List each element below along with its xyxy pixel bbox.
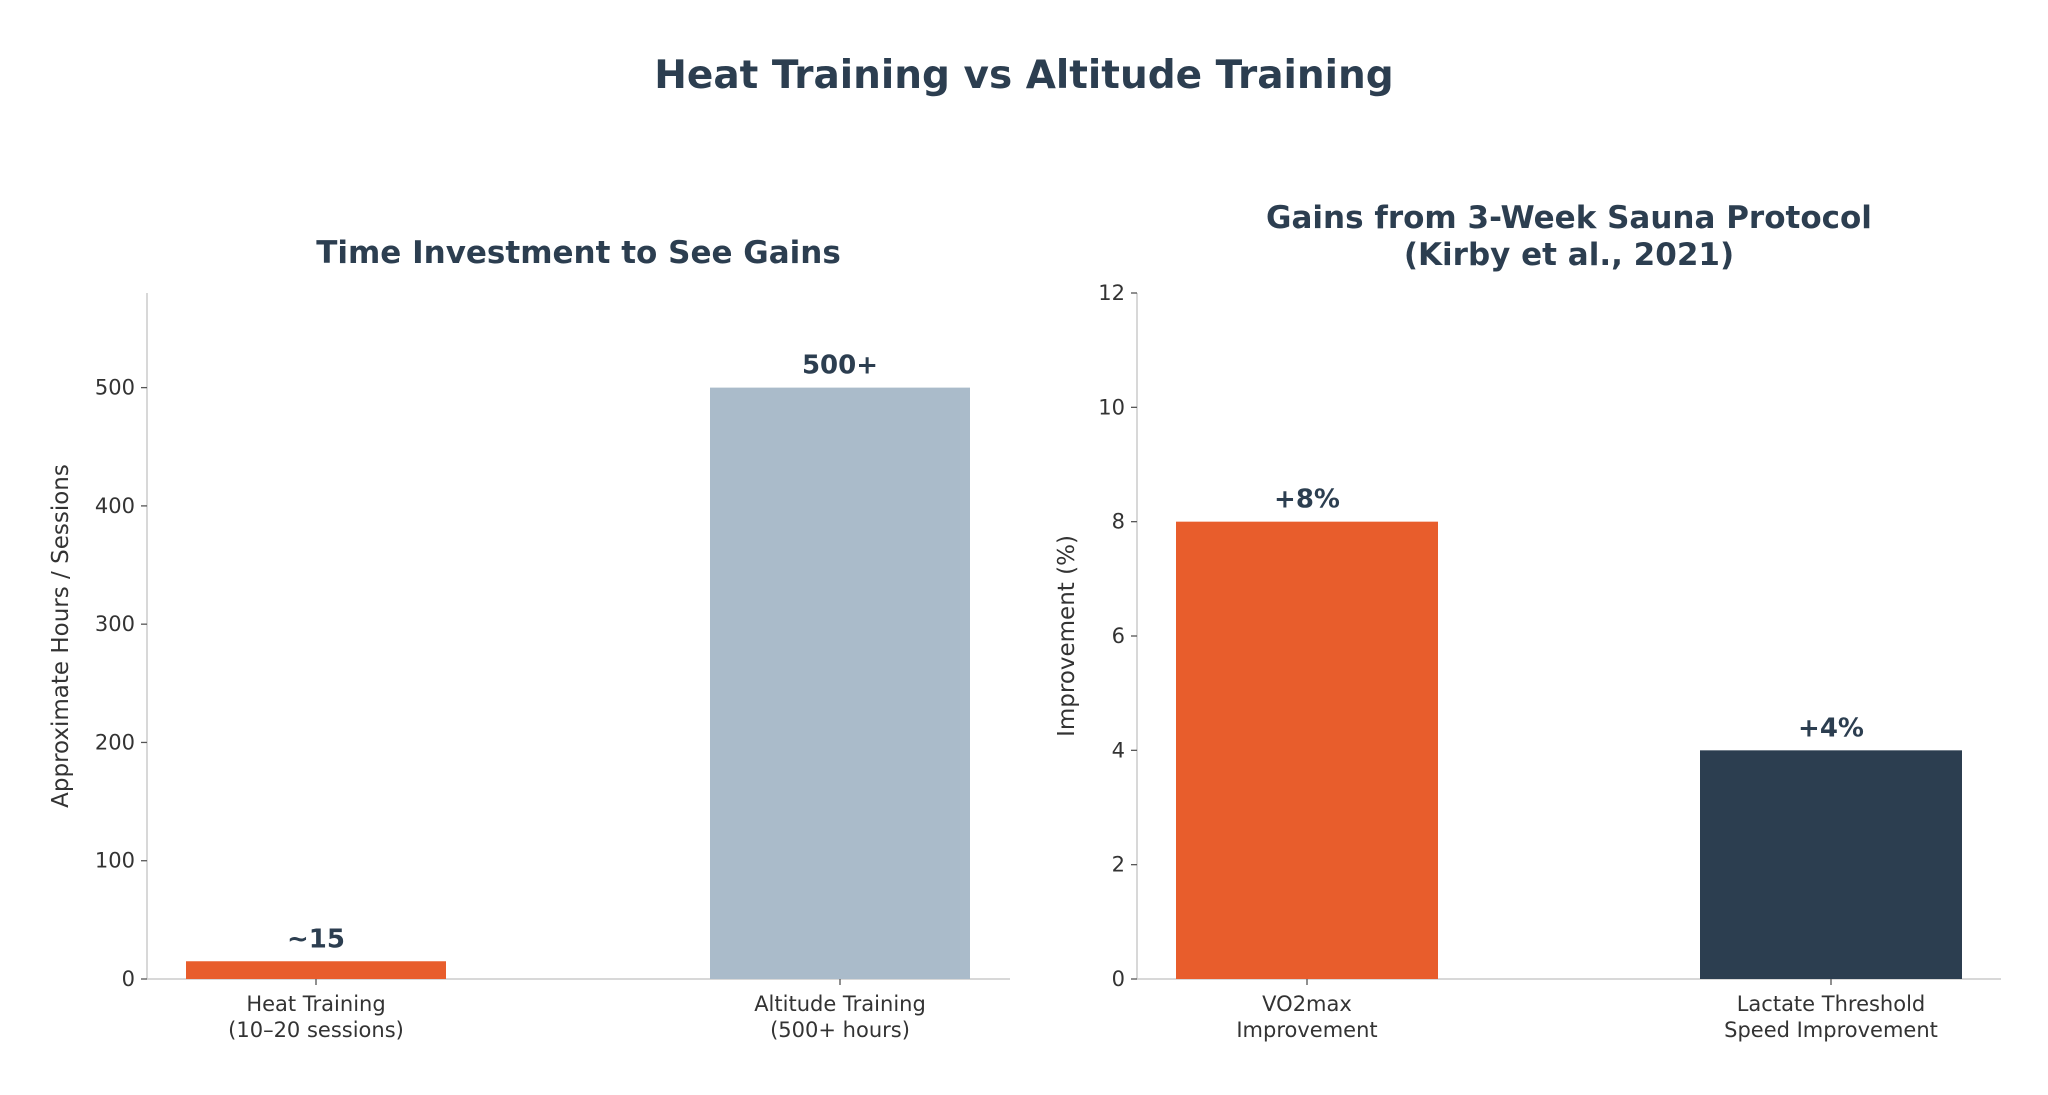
y-tick-label: 100 xyxy=(95,849,135,873)
y-tick-label: 300 xyxy=(95,612,135,636)
y-tick-label: 200 xyxy=(95,730,135,754)
y-tick-label: 4 xyxy=(1112,738,1125,762)
x-tick-label: Lactate Threshold xyxy=(1737,992,1926,1016)
x-tick-label: (10–20 sessions) xyxy=(228,1018,404,1042)
y-tick-label: 0 xyxy=(122,967,135,991)
y-tick-label: 0 xyxy=(1112,967,1125,991)
y-tick-label: 10 xyxy=(1098,395,1125,419)
y-tick-label: 6 xyxy=(1112,624,1125,648)
y-tick-label: 8 xyxy=(1112,510,1125,534)
x-tick-label: Heat Training xyxy=(246,992,385,1016)
y-tick-label: 2 xyxy=(1112,853,1125,877)
chart-title: Time Investment to See Gains xyxy=(316,235,841,271)
data-label: +4% xyxy=(1798,713,1864,743)
bar xyxy=(710,387,970,979)
x-tick-label: VO2max xyxy=(1262,992,1352,1016)
bar xyxy=(1700,750,1962,979)
x-tick-label: (500+ hours) xyxy=(770,1018,910,1042)
x-tick-label: Altitude Training xyxy=(754,992,926,1016)
chart-title: Gains from 3-Week Sauna Protocol xyxy=(1266,200,1872,236)
figure-title: Heat Training vs Altitude Training xyxy=(654,53,1393,98)
y-tick-label: 400 xyxy=(95,494,135,518)
y-axis-label: Improvement (%) xyxy=(1054,535,1080,737)
bar xyxy=(186,961,446,979)
bar xyxy=(1176,521,1438,979)
y-tick-label: 12 xyxy=(1098,281,1125,305)
chart-time-investment: Time Investment to See Gains 0 100 200 300 40… xyxy=(48,235,1010,1042)
y-axis-label: Approximate Hours / Sessions xyxy=(48,464,74,808)
data-label: 500+ xyxy=(802,351,878,381)
data-label: ~15 xyxy=(287,924,345,954)
x-tick-label: Speed Improvement xyxy=(1724,1018,1938,1042)
x-tick-label: Improvement xyxy=(1236,1018,1377,1042)
chart-title: (Kirby et al., 2021) xyxy=(1404,237,1734,273)
data-label: +8% xyxy=(1274,485,1340,515)
y-tick-label: 500 xyxy=(95,376,135,400)
chart-sauna-gains: Gains from 3-Week Sauna Protocol(Kirby e… xyxy=(1054,200,2001,1042)
